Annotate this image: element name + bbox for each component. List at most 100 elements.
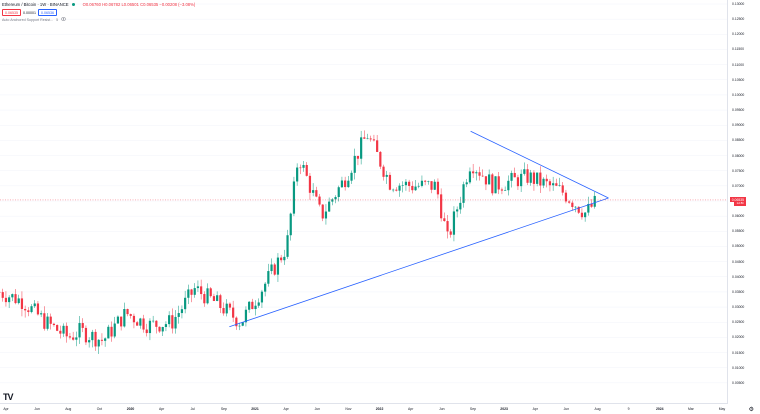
candle-body [574,206,577,208]
candle-body [203,294,206,304]
candle-body [379,151,382,167]
candle-body [475,172,478,174]
candle-body [536,172,539,184]
candle-body [17,298,20,304]
candle-body [452,211,456,235]
candle-body [408,181,411,186]
candle-body [56,325,59,331]
candle-body [510,172,513,181]
candle-body [244,309,248,323]
candle-body [305,164,308,176]
candle-body [251,301,254,310]
time-axis-label: 2023 [500,407,508,411]
candle-body [580,212,584,218]
candle-body [360,137,363,159]
buy-price-button[interactable]: 0.06536 [38,9,57,16]
candle-body [190,289,193,295]
indicator-name[interactable]: Auto Anchored Support Resist... [2,17,54,22]
time-axis[interactable]: Apr Jun Aug Oct 2020 Apr Jul Sep 2021 Apr Jun Nov 20… [0,403,728,414]
candle-body [571,202,574,207]
candle-body [62,325,65,334]
candle-body [491,174,494,194]
candle-body [388,174,392,190]
candle-body [411,185,414,191]
indicator-legend[interactable]: Auto Anchored Support Resist... 5 [2,17,67,22]
candle-body [532,172,536,184]
symbol-title[interactable]: Ethereum / Bitcoin · 1W · BINANCE [2,2,69,7]
sell-price-button[interactable]: 0.06535 [2,9,21,16]
candle-body [472,171,475,174]
candle-body [0,291,1,293]
price-chart[interactable] [0,0,728,404]
candle-body [139,318,142,326]
candle-body [24,308,27,311]
candle-body [228,303,232,308]
candle-body [340,180,344,188]
candle-body [43,313,46,329]
candle-body [504,190,507,191]
candle-body [308,175,312,193]
candle-body [4,297,8,303]
candle-body [516,177,520,187]
candle-body [248,301,251,310]
candle-body [161,327,164,332]
price-axis-label: 0.01000 [732,365,745,370]
price-axis-label: 0.07000 [732,183,745,188]
candle-body [264,283,267,292]
candle-body [456,209,459,212]
candle-body [539,172,542,186]
candle-body [180,309,184,314]
candle-body [206,288,209,304]
candle-body [200,286,203,295]
candle-body [283,256,286,261]
candle-body [145,329,148,334]
resistance-trendline [470,130,609,199]
price-axis-label: 0.11500 [732,47,745,52]
candle-body [555,183,558,186]
candle-body [104,338,107,341]
candle-body [40,313,43,315]
candle-body [8,297,11,303]
candle-body [446,221,449,232]
candle-body [395,189,398,191]
price-axis-label: 0.00500 [732,380,745,385]
candle-body [267,271,270,284]
candle-body [254,305,257,310]
candle-body [356,155,360,159]
candle-body [257,302,260,306]
candle-body [222,308,225,314]
candle-body [363,137,366,139]
candle-body [321,204,324,219]
candle-body [27,310,30,313]
candle-body [468,171,472,183]
candle-body [113,323,116,337]
candle-body [260,291,264,303]
candle-body [126,309,129,315]
candle-body [430,181,433,190]
eye-icon[interactable] [61,17,67,22]
ohlc-values: O0.06760 H0.06782 L0.06501 C0.06535 −0.0… [82,2,196,7]
candle-body [347,180,350,188]
time-axis-label: Apr [532,407,538,411]
gear-icon[interactable]: ⚙ [748,407,754,413]
candle-body [81,323,84,328]
candle-body [414,186,417,191]
candle-body [513,172,516,178]
price-axis-label: 0.07500 [732,168,745,173]
candle-body [59,330,62,334]
candle-body [449,231,452,235]
candle-body [488,174,491,185]
tradingview-logo-icon[interactable]: TV [3,392,13,402]
candle-body [401,185,404,186]
candle-body [177,313,180,317]
candle-body [548,181,552,186]
candle-body [478,172,481,176]
candle-body [116,316,120,324]
price-axis-label: 0.09000 [732,123,745,128]
candle-body [420,180,424,186]
candle-body [33,303,36,307]
candle-body [212,296,216,301]
candle-body [94,331,97,347]
candle-body [148,320,152,334]
